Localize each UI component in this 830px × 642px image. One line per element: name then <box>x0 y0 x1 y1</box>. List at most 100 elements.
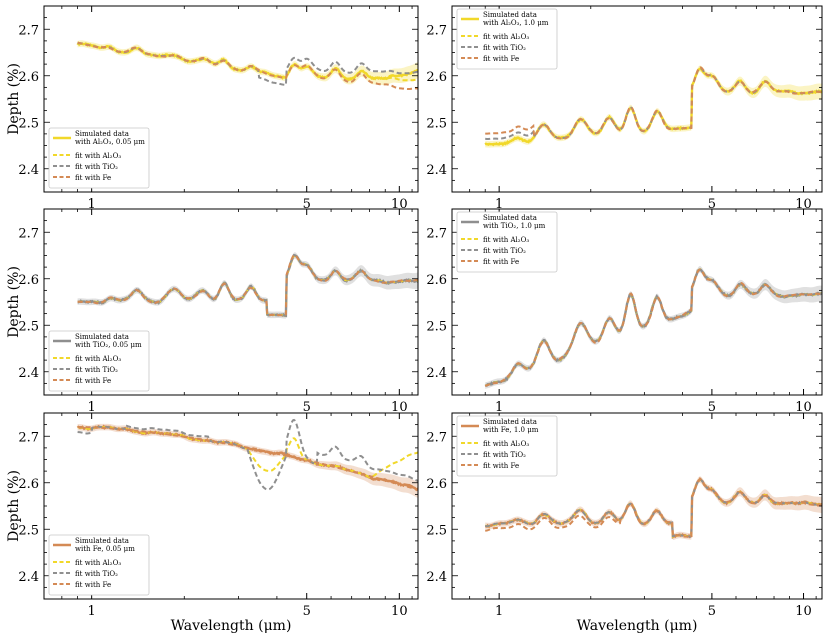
legend-label-simulated: Simulated data <box>75 537 129 545</box>
y-axis-title: Depth (%) <box>6 266 22 338</box>
legend-label-fit-Al2O3: fit with Al₂O₃ <box>75 355 121 363</box>
y-axis-title: Depth (%) <box>6 63 22 135</box>
x-tick-label: 10 <box>795 400 812 415</box>
series-line-simulated <box>485 476 822 539</box>
panel-row3-right: 1 5 10 2.4 2.5 2.6 2.7 Wavelength (μm) Simulated… <box>426 412 823 634</box>
x-tick-label: 5 <box>708 400 716 415</box>
x-tick-label: 5 <box>303 400 311 415</box>
legend-box <box>48 127 150 189</box>
legend-box <box>48 330 150 392</box>
legend-label-simulated: Simulated data <box>483 214 537 222</box>
y-tick-label: 2.5 <box>18 523 39 538</box>
series-line-fit-Al2O3 <box>485 478 822 539</box>
x-tick-label: 10 <box>391 197 408 212</box>
y-tick-label: 2.7 <box>18 430 39 445</box>
y-tick-label: 2.7 <box>426 226 447 241</box>
y-tick-label: 2.6 <box>18 477 39 492</box>
legend-label-simulated-detail: with TiO₂, 0.05 μm <box>75 341 142 349</box>
y-tick-label: 2.5 <box>18 319 39 334</box>
panel-row2-left: 1 5 10 2.4 2.5 2.6 2.7 Depth (%) Simulated dataw… <box>6 208 419 415</box>
x-tick-label: 10 <box>391 604 408 619</box>
legend-label-simulated-detail: with Fe, 1.0 μm <box>483 426 539 434</box>
legend-label-simulated-detail: with TiO₂, 1.0 μm <box>483 222 546 230</box>
series-line-simulated <box>77 253 418 318</box>
legend-label-fit-TiO2: fit with TiO₂ <box>483 247 526 255</box>
y-tick-label: 2.5 <box>18 116 39 131</box>
x-tick-label: 5 <box>303 604 311 619</box>
sim-envelope <box>485 266 822 389</box>
x-axis-title: Wavelength (μm) <box>577 618 698 634</box>
y-tick-label: 2.4 <box>18 570 39 585</box>
x-tick-label: 1 <box>88 197 96 212</box>
y-tick-label: 2.4 <box>18 163 39 178</box>
legend-label-fit-TiO2: fit with TiO₂ <box>483 451 526 459</box>
x-tick-label: 5 <box>708 197 716 212</box>
legend-label-simulated: Simulated data <box>483 418 537 426</box>
series-line-fit-Al2O3 <box>77 254 418 317</box>
sim-envelope <box>77 252 418 319</box>
y-tick-label: 2.5 <box>426 523 447 538</box>
series-line-fit-TiO2 <box>77 418 418 491</box>
legend-label-simulated-detail: with Al₂O₃, 1.0 μm <box>483 19 549 27</box>
series-line-fit-TiO2 <box>485 67 822 140</box>
legend-label-simulated: Simulated data <box>75 130 129 138</box>
legend-box <box>456 8 558 70</box>
legend-label-simulated: Simulated data <box>483 11 537 19</box>
x-tick-label: 10 <box>391 400 408 415</box>
panel-row1-left: 1 5 10 2.4 2.5 2.6 2.7 Depth (%) Simulated dataw… <box>6 5 419 212</box>
legend-label-fit-Fe: fit with Fe <box>75 174 111 182</box>
x-tick-label: 1 <box>495 400 503 415</box>
legend-label-fit-TiO2: fit with TiO₂ <box>75 366 118 374</box>
x-tick-label: 10 <box>795 604 812 619</box>
legend-label-fit-Fe: fit with Fe <box>75 377 111 385</box>
x-tick-label: 1 <box>495 197 503 212</box>
legend-label-fit-Al2O3: fit with Al₂O₃ <box>483 33 529 41</box>
y-tick-label: 2.6 <box>18 70 39 85</box>
x-tick-label: 5 <box>303 197 311 212</box>
y-tick-label: 2.6 <box>426 273 447 288</box>
y-tick-label: 2.7 <box>426 23 447 38</box>
y-tick-label: 2.5 <box>426 319 447 334</box>
series-line-fit-Fe <box>77 254 418 317</box>
legend-label-fit-Fe: fit with Fe <box>75 581 111 589</box>
y-tick-label: 2.4 <box>426 366 447 381</box>
legend-label-fit-TiO2: fit with TiO₂ <box>75 570 118 578</box>
y-tick-label: 2.7 <box>426 430 447 445</box>
y-axis-title: Depth (%) <box>6 470 22 542</box>
sim-envelope <box>77 423 418 499</box>
legend-label-fit-TiO2: fit with TiO₂ <box>75 163 118 171</box>
legend-label-simulated-detail: with Fe, 0.05 μm <box>75 545 135 553</box>
legend-label-fit-Al2O3: fit with Al₂O₃ <box>483 440 529 448</box>
y-tick-label: 2.7 <box>18 226 39 241</box>
legend-box <box>48 534 150 596</box>
x-tick-label: 1 <box>88 400 96 415</box>
sim-envelope <box>485 476 822 541</box>
y-tick-label: 2.6 <box>426 477 447 492</box>
x-tick-label: 10 <box>795 197 812 212</box>
series-line-fit-Fe <box>484 268 822 387</box>
y-tick-label: 2.4 <box>18 366 39 381</box>
legend-box <box>456 211 558 273</box>
y-tick-label: 2.6 <box>18 273 39 288</box>
legend-label-fit-Fe: fit with Fe <box>483 462 519 470</box>
x-axis-title: Wavelength (μm) <box>171 618 292 634</box>
legend-label-fit-Fe: fit with Fe <box>483 55 519 63</box>
x-tick-label: 1 <box>88 604 96 619</box>
series-line-fit-Fe <box>485 66 822 140</box>
sim-envelope <box>77 40 418 86</box>
series-line-fit-Fe <box>77 41 418 90</box>
y-tick-label: 2.4 <box>426 570 447 585</box>
legend-label-fit-Al2O3: fit with Al₂O₃ <box>483 236 529 244</box>
legend-box <box>456 415 558 477</box>
legend-label-fit-Fe: fit with Fe <box>483 258 519 266</box>
series-line-fit-TiO2 <box>77 254 418 317</box>
y-tick-label: 2.6 <box>426 70 447 85</box>
